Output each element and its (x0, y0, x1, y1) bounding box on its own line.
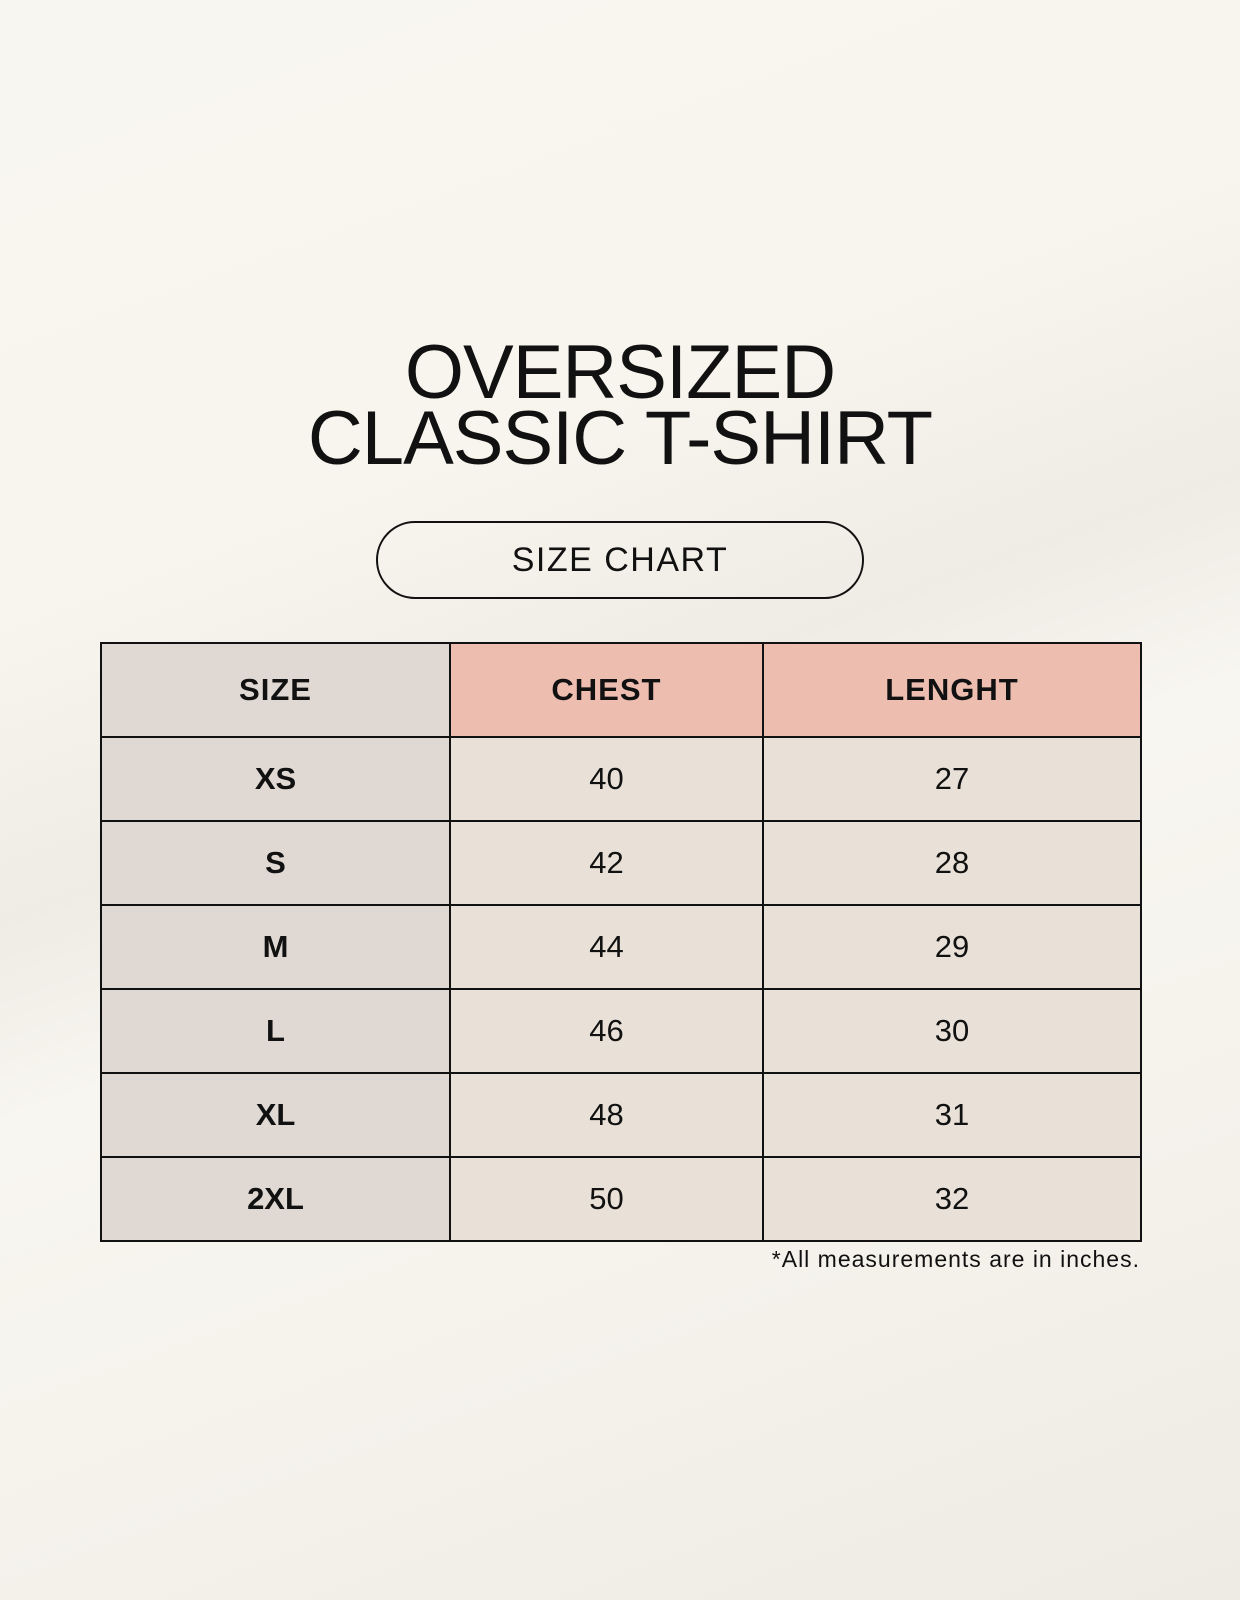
table-row: S 42 28 (100, 820, 1143, 906)
table-row: 2XL 50 32 (100, 1156, 1143, 1242)
cell-size: XS (100, 736, 451, 822)
table-row: M 44 29 (100, 904, 1143, 990)
cell-length: 28 (761, 820, 1143, 906)
title-line-1: OVERSIZED (404, 330, 836, 415)
cell-size: XL (100, 1072, 451, 1158)
size-table: SIZE CHEST LENGHT XS 40 27 S 42 28 M 44 29 L 46 30 X… (100, 642, 1143, 1242)
cell-length: 29 (761, 904, 1143, 990)
header-length: LENGHT (761, 642, 1143, 738)
cell-chest: 44 (449, 904, 764, 990)
cell-size: M (100, 904, 451, 990)
table-row: XS 40 27 (100, 736, 1143, 822)
table-header-row: SIZE CHEST LENGHT (100, 642, 1143, 738)
cell-size: S (100, 820, 451, 906)
cell-chest: 46 (449, 988, 764, 1074)
cell-chest: 48 (449, 1072, 764, 1158)
size-chart-badge: SIZE CHART (376, 521, 864, 599)
page-title: OVERSIZED CLASSIC T-SHIRT (0, 330, 1240, 481)
cell-length: 30 (761, 988, 1143, 1074)
cell-size: 2XL (100, 1156, 451, 1242)
footnote: *All measurements are in inches. (771, 1246, 1140, 1272)
cell-length: 32 (761, 1156, 1143, 1242)
table-row: L 46 30 (100, 988, 1143, 1074)
header-chest: CHEST (449, 642, 764, 738)
cell-size: L (100, 988, 451, 1074)
header-size: SIZE (100, 642, 451, 738)
cell-chest: 42 (449, 820, 764, 906)
cell-length: 31 (761, 1072, 1143, 1158)
table-row: XL 48 31 (100, 1072, 1143, 1158)
title-line-2: CLASSIC T-SHIRT (307, 396, 933, 481)
cell-length: 27 (761, 736, 1143, 822)
cell-chest: 50 (449, 1156, 764, 1242)
cell-chest: 40 (449, 736, 764, 822)
